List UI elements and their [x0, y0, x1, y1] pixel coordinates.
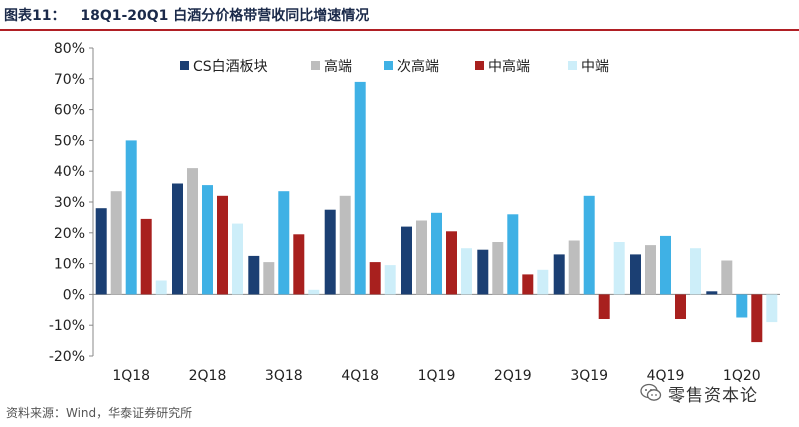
bar-1-0	[110, 191, 122, 295]
bar-0-0	[95, 208, 107, 295]
bar-1-8	[721, 260, 733, 295]
bar-1-2	[263, 262, 275, 295]
x-tick-label: 4Q18	[341, 368, 379, 384]
bar-3-0	[140, 218, 152, 295]
bar-2-6	[583, 195, 595, 295]
figure-label: 图表11：	[4, 8, 66, 24]
bar-2-2	[278, 191, 290, 295]
y-tick-label: -10%	[49, 318, 85, 334]
legend-label: CS白酒板块	[193, 59, 268, 75]
bar-2-4	[431, 212, 442, 295]
legend-label: 中端	[581, 59, 609, 75]
y-tick-label: 70%	[54, 72, 85, 88]
bar-3-5	[522, 274, 534, 295]
bar-3-3	[369, 262, 381, 295]
x-tick-label: 1Q18	[112, 368, 150, 384]
bar-0-7	[630, 254, 641, 295]
bar-2-1	[202, 185, 213, 295]
y-tick-label: 50%	[54, 133, 85, 149]
bar-4-1	[232, 223, 243, 295]
legend-swatch	[311, 61, 320, 70]
y-tick-label: 10%	[54, 257, 85, 273]
bar-2-0	[125, 140, 137, 295]
bar-2-7	[660, 235, 671, 295]
bar-3-2	[293, 234, 305, 295]
x-tick-label: 1Q20	[723, 368, 761, 384]
bar-1-6	[568, 240, 580, 295]
legend-swatch	[180, 61, 189, 70]
y-tick-label: 80%	[54, 41, 85, 57]
bar-2-5	[507, 214, 519, 295]
figure-header: 图表11： 18Q1-20Q1 白酒分价格带营收同比增速情况	[0, 0, 799, 31]
y-tick-label: -20%	[49, 349, 85, 365]
bar-1-4	[416, 220, 427, 295]
bar-0-3	[324, 209, 336, 295]
y-tick-label: 0%	[63, 287, 85, 303]
y-tick-label: 30%	[54, 195, 85, 211]
y-tick-label: 40%	[54, 164, 85, 180]
bar-1-7	[645, 245, 656, 295]
bar-4-6	[613, 242, 625, 295]
legend-label: 中高端	[488, 58, 530, 75]
bar-0-5	[477, 249, 489, 295]
bar-3-6	[598, 294, 610, 319]
figure-title-line: 图表11： 18Q1-20Q1 白酒分价格带营收同比增速情况	[4, 5, 369, 25]
bar-0-4	[401, 226, 412, 295]
bar-3-4	[446, 231, 457, 295]
title-divider	[0, 29, 799, 31]
x-tick-label: 2Q18	[189, 368, 227, 384]
bar-4-4	[461, 248, 472, 295]
bar-chart: 80% 70% 60% 50% 40% 30% 20% 10% 0% -10% -20% 1Q18 2Q…	[49, 41, 780, 384]
x-tick-label: 4Q19	[647, 368, 685, 384]
watermark-text: 零售资本论	[668, 385, 758, 406]
bar-0-1	[172, 183, 183, 295]
legend-swatch	[568, 61, 577, 70]
bar-1-3	[339, 195, 351, 295]
wechat-bubble-icon	[640, 383, 662, 401]
legend-label: 高端	[324, 58, 352, 75]
bar-4-7	[690, 248, 701, 295]
legend-label: 次高端	[397, 58, 439, 75]
y-tick-label: 60%	[54, 103, 85, 119]
x-tick-label: 3Q18	[265, 368, 303, 384]
x-tick-label: 2Q19	[494, 368, 532, 384]
watermark: 零售资本论	[640, 380, 758, 406]
bar-4-0	[155, 280, 167, 295]
legend-swatch	[475, 61, 484, 70]
bar-4-5	[537, 269, 549, 295]
bar-4-3	[384, 265, 396, 295]
bar-0-2	[248, 255, 260, 295]
bar-4-8	[766, 294, 778, 323]
bar-3-7	[675, 294, 686, 319]
chart-title: 18Q1-20Q1 白酒分价格带营收同比增速情况	[80, 8, 370, 24]
legend-swatch	[384, 61, 393, 70]
bar-1-5	[492, 242, 504, 295]
bar-1-1	[187, 168, 198, 295]
bar-4-2	[308, 289, 320, 295]
bar-3-1	[217, 195, 228, 295]
source-note: 资料来源：Wind，华泰证券研究所	[6, 406, 193, 420]
x-tick-label: 3Q19	[570, 368, 608, 384]
bar-0-8	[706, 291, 718, 295]
bar-3-8	[751, 294, 763, 343]
bar-2-3	[354, 81, 366, 295]
bar-2-8	[736, 294, 748, 318]
x-tick-label: 1Q19	[418, 368, 456, 384]
bar-0-6	[553, 254, 565, 295]
y-tick-label: 20%	[54, 226, 85, 242]
